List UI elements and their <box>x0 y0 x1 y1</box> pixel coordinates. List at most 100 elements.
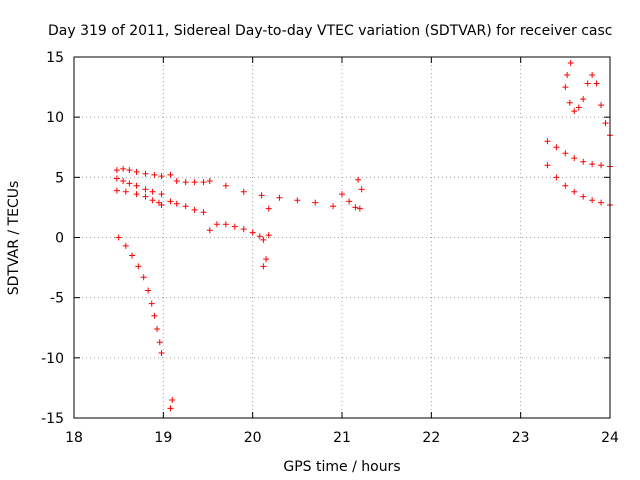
series-arc-h <box>206 177 337 210</box>
data-point <box>598 199 605 206</box>
series-arc-k <box>339 191 363 212</box>
data-point <box>258 192 265 199</box>
data-point <box>182 179 189 186</box>
data-point <box>562 84 569 91</box>
data-point <box>263 256 270 263</box>
data-point <box>158 202 165 209</box>
data-point <box>133 182 140 189</box>
data-point <box>240 226 247 233</box>
data-point <box>276 194 283 201</box>
y-tick-label: 0 <box>55 231 64 247</box>
data-point <box>222 221 229 228</box>
data-point <box>589 72 596 79</box>
x-tick-label: 18 <box>65 430 83 446</box>
data-point <box>200 209 207 216</box>
series-arc-g <box>167 198 207 216</box>
data-point <box>231 223 238 230</box>
series-arc-j <box>260 205 272 270</box>
data-point <box>339 191 345 198</box>
x-tick-label: 24 <box>601 430 619 446</box>
series-arc-m <box>544 138 613 170</box>
data-point <box>602 120 609 127</box>
data-point <box>200 179 207 186</box>
data-point <box>113 175 120 182</box>
data-point <box>151 171 158 178</box>
data-point <box>133 168 140 175</box>
y-tick-label: -15 <box>41 411 64 427</box>
data-point <box>173 177 180 184</box>
data-point <box>544 138 551 145</box>
data-point <box>113 187 120 194</box>
data-point <box>589 161 596 168</box>
data-point <box>167 405 174 412</box>
x-tick-label: 23 <box>512 430 530 446</box>
x-tick-label: 20 <box>244 430 262 446</box>
data-point <box>358 186 365 193</box>
data-point <box>167 198 174 205</box>
data-point <box>571 155 578 162</box>
data-points <box>113 60 613 412</box>
data-point <box>553 144 560 151</box>
data-point <box>148 300 155 307</box>
data-point <box>120 177 127 184</box>
data-point <box>182 203 189 210</box>
data-point <box>158 173 165 180</box>
data-point <box>562 182 569 189</box>
data-point <box>580 96 587 103</box>
data-point <box>126 167 133 174</box>
y-tick-label: 15 <box>46 50 64 66</box>
data-point <box>191 179 198 186</box>
data-point <box>145 287 152 294</box>
chart-title: Day 319 of 2011, Sidereal Day-to-day VTE… <box>48 23 612 39</box>
data-point <box>562 150 569 157</box>
x-tick-label: 21 <box>333 430 351 446</box>
data-point <box>544 162 551 169</box>
data-point <box>312 199 319 206</box>
data-point <box>169 396 176 403</box>
data-point <box>567 60 574 67</box>
tick-labels: 18 19 20 21 22 23 24 15 10 5 0 -5 -10 -15 <box>41 50 619 446</box>
series-arc-a <box>113 165 165 180</box>
data-point <box>142 170 149 177</box>
data-point <box>553 174 560 181</box>
data-point <box>598 162 605 169</box>
data-point <box>122 188 129 195</box>
data-point <box>564 72 571 79</box>
series-arc-n <box>544 162 613 209</box>
data-point <box>598 102 605 109</box>
data-point <box>173 200 180 207</box>
data-point <box>135 263 142 270</box>
data-point <box>346 198 353 205</box>
series-arc-d <box>115 234 165 357</box>
data-point <box>167 171 174 178</box>
series-arc-e <box>167 396 176 412</box>
data-point <box>142 193 149 200</box>
series-arc-f <box>167 171 207 186</box>
data-point <box>575 104 582 111</box>
data-point <box>265 232 272 239</box>
axis-ticks <box>73 56 611 419</box>
data-point <box>593 80 600 87</box>
data-point <box>566 99 573 106</box>
data-point <box>294 197 301 204</box>
x-tick-label: 19 <box>154 430 172 446</box>
data-point <box>571 108 578 115</box>
data-point <box>158 350 165 357</box>
series-arc-p <box>564 60 574 79</box>
y-tick-label: -10 <box>41 351 64 367</box>
data-point <box>265 205 272 212</box>
data-point <box>156 339 163 346</box>
data-point <box>260 263 267 270</box>
grid <box>74 57 610 418</box>
series-arc-o <box>562 72 613 139</box>
data-point <box>151 312 158 319</box>
series-arc-b <box>113 175 165 198</box>
y-tick-label: 10 <box>46 110 64 126</box>
data-point <box>240 188 247 195</box>
x-axis-label: GPS time / hours <box>283 459 400 475</box>
data-point <box>206 177 213 184</box>
data-point <box>584 80 591 87</box>
data-point <box>149 188 156 195</box>
data-point <box>126 180 133 187</box>
